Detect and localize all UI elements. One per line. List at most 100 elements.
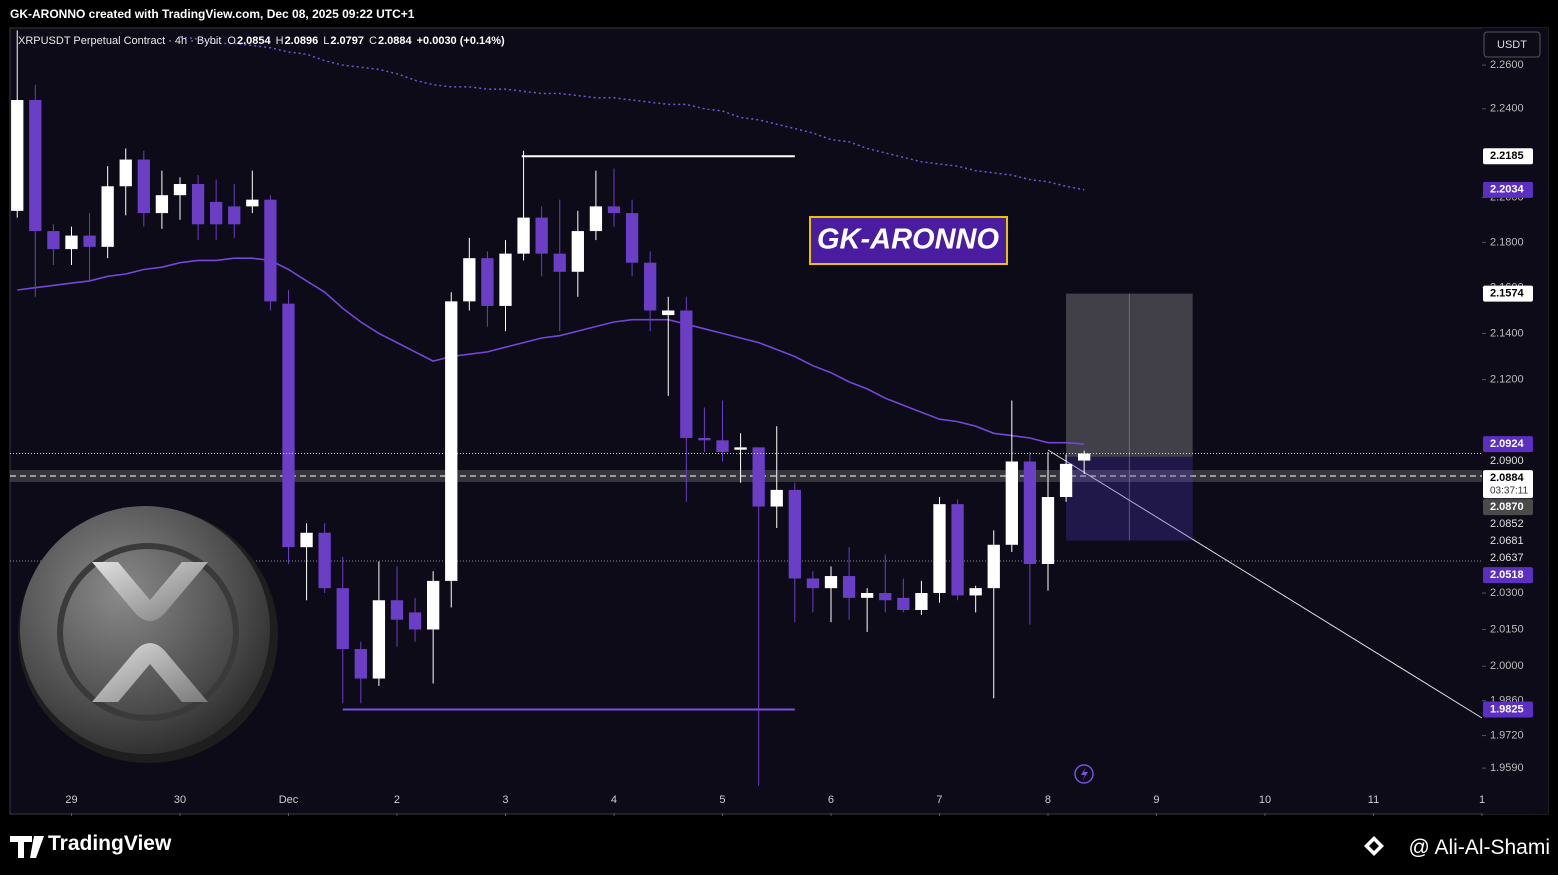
candle-body [806,578,820,589]
legend-change: +0.0030 (+0.14%) [416,35,505,47]
candle-body [1078,453,1091,461]
x-tick-label: 30 [174,794,186,806]
candle-body [173,184,187,196]
legend-value: 2.0854 [236,35,271,47]
candle-body [879,592,892,601]
candle-body [571,231,584,272]
price-badge [1483,533,1533,550]
x-tick-label: 7 [936,794,942,806]
candle-body [119,159,132,187]
candle-body [951,504,964,596]
candle-body [499,253,512,306]
candle-body [662,310,675,316]
candle-body [228,206,241,225]
price-badge-label: 2.2034 [1490,184,1525,196]
x-tick-label: 29 [65,794,77,806]
candle-body [318,532,331,589]
legend-title: XRPUSDT Perpetual Contract · 4h · Bybit [18,35,222,47]
y-tick-label: 2.2400 [1490,103,1524,115]
candle-body [427,580,440,630]
legend-letter: O [227,35,236,47]
price-badge-label: 2.0870 [1490,501,1524,513]
price-badge [1483,516,1533,533]
legend-value: 2.0884 [377,35,412,47]
candle-body [11,100,24,211]
candle-body [770,489,783,507]
price-badge-label: 2.0900 [1490,455,1524,467]
candle-body [47,231,60,250]
candle-body [897,597,910,610]
candle-body [408,612,422,630]
y-tick-label: 2.1200 [1490,374,1524,386]
x-tick-label: 10 [1259,794,1271,806]
candle-body [155,195,169,214]
price-badge [1483,701,1533,718]
candle-body [915,592,928,610]
alert-bolt [1081,767,1088,781]
candle-body [752,447,765,507]
price-badge [1483,436,1533,453]
watermark-box [809,216,1008,265]
price-badge-label: 2.2185 [1490,150,1524,162]
countdown: 03:37:11 [1490,486,1529,497]
price-badge-label: 2.0884 [1490,472,1525,484]
candle-body [246,199,259,207]
candle-body [607,206,621,214]
footer-brand: TradingView [48,832,172,855]
price-badge [1483,148,1533,165]
legend-value: 2.0896 [284,35,319,47]
candle-body [698,437,711,441]
candle-body [933,504,946,593]
x-tick-label: 3 [502,794,508,806]
x-tick-label: 1 [1479,794,1485,806]
candle-body [969,588,982,596]
candle-body [1023,461,1037,565]
plot [10,30,1482,786]
candle-body [264,199,277,302]
candle-body [354,649,367,679]
candle-body [336,588,349,650]
header-title: GK-ARONNO created with TradingView.com, … [10,7,415,21]
candle-body [137,159,150,214]
currency-label: USDT [1497,39,1527,51]
candle-body [824,576,838,589]
price-badge [1483,567,1533,584]
x-tick-label: Dec [279,794,299,806]
candle-body [463,258,476,302]
candle-body [300,532,313,548]
x-tick-label: 6 [828,794,834,806]
price-badge [1483,181,1533,198]
candle-body [1005,461,1018,545]
x-tick-label: 9 [1153,794,1159,806]
legend-value: 2.0797 [330,35,364,47]
candle-body [1059,463,1073,498]
legend: XRPUSDT Perpetual Contract · 4h · Bybit O… [18,35,510,47]
legend-letter: L [323,35,330,47]
candle-body [65,235,78,250]
x-tick-label: 4 [611,794,617,806]
price-badge-label: 2.1574 [1490,288,1525,300]
alert-icon[interactable] [1074,764,1094,784]
price-badge [1483,285,1533,302]
coin-ring [57,543,239,721]
y-tick-label: 2.2600 [1490,59,1524,71]
y-tick-label: 2.1400 [1490,327,1524,339]
candle-body [29,100,42,232]
xrp-top [92,562,208,621]
price-badge [1483,550,1533,567]
xrp-coin [18,506,278,763]
candle-body [83,235,96,247]
candle-body [390,600,404,620]
candle-body [644,262,657,311]
y-tick-label: 2.1800 [1490,236,1524,248]
candle-body [282,303,295,548]
currency-button[interactable] [1483,31,1541,58]
candle-body [481,258,494,306]
candle-body [788,489,801,579]
candle-body [445,301,458,581]
y-tick-label: 1.9590 [1490,762,1524,774]
moving-average [17,257,1085,445]
candle-body [625,213,639,263]
x-tick-label: 8 [1045,794,1051,806]
candle-body [734,447,747,450]
